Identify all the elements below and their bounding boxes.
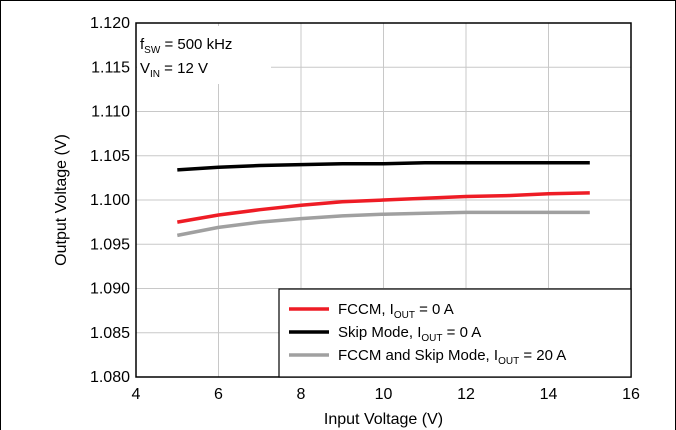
series-layer (176, 161, 590, 238)
x-tick-label: 8 (297, 386, 306, 403)
y-axis-title: Output Voltage (V) (53, 134, 70, 266)
legend-label-value: = 20 A (519, 347, 566, 364)
annotation-background (137, 26, 271, 84)
y-tick-label: 1.120 (90, 15, 130, 32)
y-tick-label: 1.100 (90, 192, 130, 209)
annotation-switching-frequency: fSW = 500 kHz (140, 36, 232, 56)
x-tick-label: 10 (375, 386, 393, 403)
legend-label-subscript: OUT (421, 333, 442, 344)
y-tick-label: 1.115 (91, 59, 130, 76)
y-tick-label: 1.085 (90, 325, 130, 342)
annotation-fsw-value: = 500 kHz (160, 36, 232, 53)
y-tick-label: 1.090 (90, 281, 130, 298)
annotation-fsw-symbol: f (140, 36, 145, 53)
legend-label-subscript: OUT (394, 310, 415, 321)
condition-annotation: fSW = 500 kHz VIN = 12 V (137, 26, 271, 84)
y-tick-label: 1.105 (90, 148, 130, 165)
x-tick-label: 12 (457, 386, 475, 403)
annotation-fsw-subscript: SW (144, 45, 161, 56)
y-tick-label: 1.080 (90, 369, 130, 386)
legend-label-value: = 0 A (442, 324, 481, 341)
x-tick-label: 4 (132, 386, 141, 403)
x-tick-label: 6 (214, 386, 223, 403)
legend-label-text: FCCM, I (338, 301, 394, 318)
legend-label-text: FCCM and Skip Mode, I (338, 347, 498, 364)
legend-label-2: Skip Mode, IOUT = 0 A (338, 324, 481, 344)
x-tick-label: 16 (622, 386, 640, 403)
annotation-input-voltage: VIN = 12 V (140, 60, 208, 80)
legend-label-text: Skip Mode, I (338, 324, 421, 341)
annotation-vin-symbol: V (140, 60, 150, 77)
series-line-2 (177, 161, 590, 172)
series-line-3 (176, 210, 590, 238)
y-tick-label: 1.095 (90, 236, 130, 253)
legend-label-value: = 0 A (415, 301, 454, 318)
series-line-1 (177, 191, 590, 224)
legend-label-1: FCCM, IOUT = 0 A (338, 301, 454, 321)
y-tick-label: 1.110 (91, 104, 130, 121)
x-tick-label: 14 (540, 386, 558, 403)
axis-ticks: 4 6 8 10 12 14 16 1.080 1.085 1.090 1.095 1.100 1.10… (90, 15, 640, 403)
x-axis-title: Input Voltage (V) (324, 411, 443, 428)
legend-box (278, 288, 632, 378)
annotation-vin-subscript: IN (150, 69, 160, 80)
legend-label-subscript: OUT (498, 356, 519, 367)
annotation-vin-value: = 12 V (160, 60, 208, 77)
legend-label-3: FCCM and Skip Mode, IOUT = 20 A (338, 347, 566, 367)
